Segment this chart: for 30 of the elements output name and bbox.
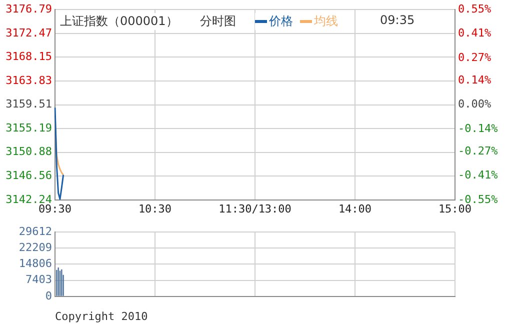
y2-tick-label: -0.27%	[458, 144, 498, 158]
y-tick-label: 3163.83	[6, 74, 52, 87]
y-tick-label: 3159.51	[6, 98, 52, 111]
y2-tick-label: -0.41%	[458, 168, 498, 182]
legend-label: 均线	[300, 13, 338, 30]
y-tick-label: 3176.79	[6, 2, 52, 16]
y-tick-label: 29612	[18, 224, 52, 238]
y2-tick-label: 0.27%	[458, 50, 492, 64]
y-tick-label: 3172.47	[6, 26, 52, 40]
y-tick-label: 22209	[18, 240, 52, 254]
y-tick-label: 3155.19	[6, 121, 52, 134]
annotation: 09:35	[380, 13, 415, 27]
y2-tick-label: 0.14%	[458, 73, 492, 86]
legend-label: 价格	[255, 13, 293, 30]
y-tick-label: 0	[45, 289, 52, 302]
y-tick-label: 7403	[26, 273, 52, 286]
x-tick-label: 14:00	[338, 202, 372, 216]
y-tick-label: 3150.88	[6, 145, 52, 158]
chart-subtitle: 分时图	[200, 13, 236, 30]
y2-tick-label: -0.14%	[458, 122, 498, 135]
y2-tick-label: 0.00%	[458, 98, 492, 111]
text: Copyright 2010	[55, 310, 148, 323]
y2-tick-label: 0.41%	[458, 26, 492, 40]
x-tick-label: 11:30/13:00	[218, 202, 292, 216]
y-tick-label: 3168.15	[6, 50, 52, 64]
chart-title: 上证指数（000001）	[60, 13, 178, 30]
y-tick-label: 3146.56	[6, 169, 52, 182]
y-tick-label: 14806	[18, 257, 52, 270]
x-tick-label: 10:30	[138, 202, 172, 216]
y2-tick-label: 0.55%	[458, 2, 492, 16]
